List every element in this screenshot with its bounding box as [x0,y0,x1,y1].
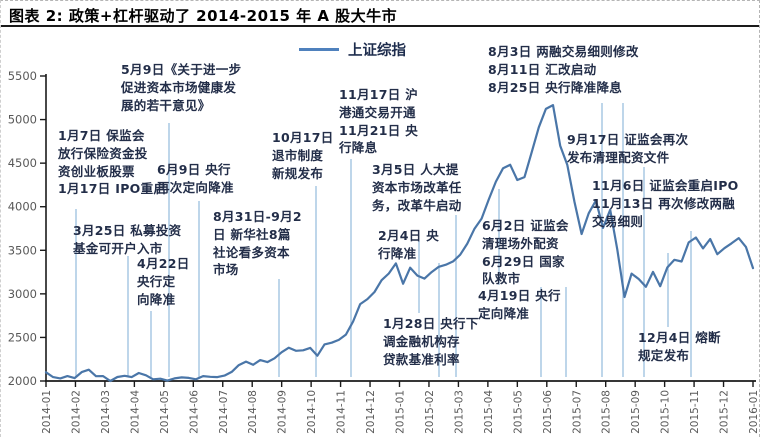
annotation-a-0128: 1月28日 央行下 调金融机构存 贷款基准利率 [383,316,479,367]
annotation-a-1117: 11月17日 沪 港通交易开通 11月21日 央 行降息 [339,87,419,156]
x-axis-label: 2014-07 [218,390,230,434]
annotation-a-0803: 8月3日 两融交易细则修改 8月11日 汇改启动 8月25日 央行降准降息 [488,44,639,95]
x-axis-label: 2014-10 [306,390,318,434]
y-axis-label: 4500 [8,156,37,170]
y-axis-label: 2000 [8,374,37,388]
x-axis-label: 2014-02 [70,390,82,434]
annotation-a-0831: 8月31日-9月2 日 新华社8篇 社论看多资本 市场 [213,209,302,278]
x-axis-label: 2016-01 [748,390,760,434]
legend: 上证综指 [299,39,406,60]
legend-label: 上证综指 [348,43,406,59]
y-axis-label: 5500 [8,69,37,83]
y-axis-label: 5000 [8,113,37,127]
x-axis-label: 2015-06 [542,390,554,434]
x-axis-label: 2015-01 [395,390,407,434]
price-line [44,103,755,383]
x-axis-label: 2015-04 [483,390,495,434]
annotation-a-1204: 12月4日 熔断 规定发布 [638,330,721,363]
x-axis-label: 2014-09 [277,390,289,434]
annotation-a-0422: 4月22日 央行定 向降准 [137,256,190,307]
y-axis-label: 4000 [8,200,37,214]
x-axis-label: 2015-09 [630,390,642,434]
x-axis-label: 2015-12 [719,390,731,434]
x-axis-label: 2014-08 [247,390,259,434]
annotation-a-0107: 1月7日 保监会 放行保险资金投 资创业板股票 1月17日 IPO重启 [58,128,167,197]
x-axis-label: 2014-12 [365,390,377,434]
annotation-a-0602: 6月2日 证监会 清理场外配资 6月29日 国家 队救市 [482,218,569,287]
x-axis-label: 2014-05 [159,390,171,434]
annotation-a-0917: 9月17日 证监会再次 发布清理配资文件 [567,132,689,165]
x-axis-label: 2015-11 [689,390,701,434]
figure-title: 图表 2: 政策+杠杆驱动了 2014-2015 年 A 股大牛市 [1,1,759,27]
x-axis-label: 2015-03 [453,390,465,434]
x-axis-label: 2014-04 [129,390,141,434]
x-axis-label: 2015-02 [424,390,436,434]
x-axis-label: 2014-11 [336,390,348,434]
annotation-a-0325: 3月25日 私募投资 基金可开户入市 [73,223,182,256]
annotation-a-0609: 6月9日 央行 再次定向降准 [157,162,234,195]
x-axis-label: 2015-10 [660,390,672,434]
x-axis-label: 2015-07 [571,390,583,434]
annotation-a-1106: 11月6日 证监会重启IPO 11月13日 再次修改两融 交易细则 [592,178,739,229]
annotation-a-1017: 10月17日 退市制度 新规发布 [272,130,334,181]
x-axis-label: 2014-06 [188,390,200,434]
x-axis-label: 2015-05 [512,390,524,434]
x-axis-label: 2014-01 [41,390,53,434]
y-axis-label: 2500 [8,330,37,344]
y-axis-label: 3000 [8,287,37,301]
annotation-a-0204: 2月4日 央 行降准 [378,228,440,261]
y-axis-label: 3500 [8,243,37,257]
x-axis-label: 2014-03 [100,390,112,434]
x-axis-label: 2015-08 [601,390,613,434]
legend-line-swatch [299,48,339,51]
annotation-a-0419: 4月19日 央行 定向降准 [478,288,561,321]
annotation-a-0509: 5月9日《关于进一步 促进资本市场健康发 展的若干意见》 [121,62,242,113]
annotation-a-0305: 3月5日 人大提 资本市场改革任 务，改革牛启动 [372,162,462,213]
